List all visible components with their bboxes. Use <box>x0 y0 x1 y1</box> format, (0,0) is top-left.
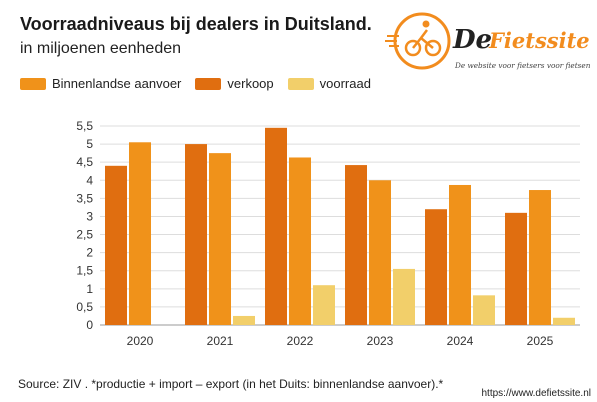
bar-verkoop-2022 <box>289 157 311 325</box>
chart-subtitle: in miljoenen eenheden <box>20 40 182 57</box>
bar-verkoop-2023 <box>369 180 391 325</box>
legend-swatch-binnenlandse <box>20 77 46 90</box>
x-tick-label: 2025 <box>527 334 554 348</box>
y-tick-label: 3 <box>86 209 93 223</box>
bar-verkoop-2025 <box>529 190 551 325</box>
y-tick-label: 5,5 <box>76 119 93 133</box>
y-tick-label: 5 <box>86 137 93 151</box>
legend: Binnenlandse aanvoer verkoop voorraad <box>20 76 385 91</box>
bar-voorraad-2024 <box>473 295 495 325</box>
chart-title: Voorraadniveaus bij dealers in Duitsland… <box>20 14 372 34</box>
bar-verkoop-2021 <box>209 153 231 325</box>
y-tick-label: 0,5 <box>76 300 93 314</box>
legend-swatch-voorraad <box>287 77 314 90</box>
cyclist-icon <box>385 12 451 70</box>
legend-label-binnenlandse: Binnenlandse aanvoer <box>52 76 182 91</box>
bar-binnenlandse-aanvoer-2023 <box>345 165 367 325</box>
legend-swatch-verkoop <box>195 77 222 90</box>
logo: De Fietssite.nl De website voor fietsers… <box>385 12 590 70</box>
logo-text-main: Fietssite.nl <box>488 28 590 53</box>
y-tick-label: 2 <box>86 246 93 260</box>
bar-verkoop-2024 <box>449 184 471 325</box>
y-tick-label: 1,5 <box>76 264 93 278</box>
bar-voorraad-2025 <box>553 317 575 325</box>
source-url: https://www.defietssite.nl <box>481 388 592 399</box>
bar-voorraad-2023 <box>393 268 415 325</box>
logo-text-prefix: De <box>452 25 492 55</box>
legend-label-voorraad: voorraad <box>319 76 371 91</box>
x-tick-label: 2021 <box>207 334 234 348</box>
source-note: Source: ZIV . *productie + import – expo… <box>18 377 444 391</box>
bar-voorraad-2022 <box>313 285 335 325</box>
y-tick-label: 2,5 <box>76 228 93 242</box>
bar-binnenlandse-aanvoer-2022 <box>265 127 287 326</box>
legend-item-voorraad: voorraad <box>287 76 371 91</box>
legend-item-binnenlandse: Binnenlandse aanvoer <box>20 76 181 91</box>
bar-binnenlandse-aanvoer-2025 <box>505 212 527 325</box>
y-tick-label: 3,5 <box>76 191 93 205</box>
y-tick-label: 1 <box>86 282 93 296</box>
bar-binnenlandse-aanvoer-2024 <box>425 209 447 325</box>
bar-binnenlandse-aanvoer-2021 <box>185 144 207 325</box>
x-tick-label: 2024 <box>447 334 474 348</box>
x-tick-label: 2023 <box>367 334 394 348</box>
bar-voorraad-2021 <box>233 315 255 325</box>
x-tick-label: 2020 <box>127 334 154 348</box>
legend-label-verkoop: verkoop <box>227 76 274 91</box>
logo-tagline: De website voor fietsers voor fietsen. <box>454 61 590 70</box>
x-tick-label: 2022 <box>287 334 314 348</box>
legend-item-verkoop: verkoop <box>195 76 274 91</box>
bar-verkoop-2020 <box>129 142 151 325</box>
y-tick-label: 0 <box>86 318 93 332</box>
y-tick-label: 4 <box>86 173 93 187</box>
bar-binnenlandse-aanvoer-2020 <box>105 165 127 325</box>
y-tick-label: 4,5 <box>76 155 93 169</box>
